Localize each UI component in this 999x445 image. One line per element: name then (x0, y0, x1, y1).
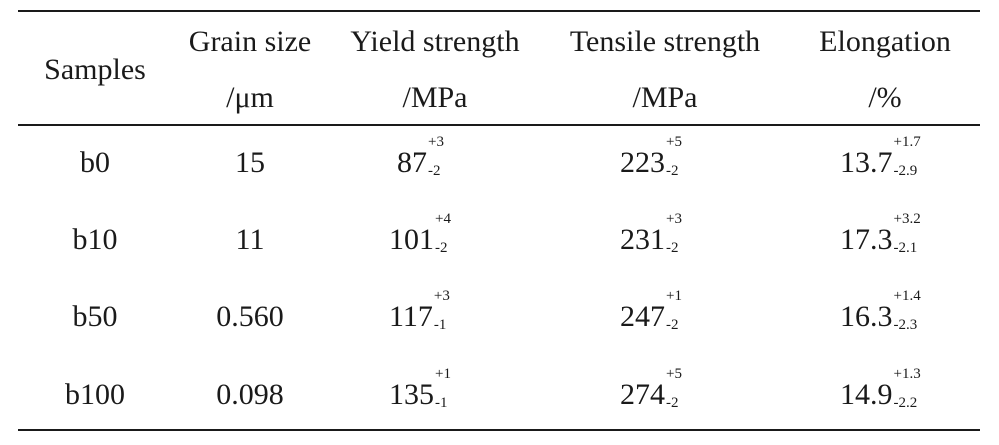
grain-size-cell: 11 (235, 223, 265, 256)
elongation-minus: -2.2 (893, 395, 918, 411)
elongation-minus: -2.3 (893, 317, 918, 333)
table-top-rule (18, 10, 980, 12)
table-bottom-rule (18, 429, 980, 431)
table-header-rule (18, 124, 980, 126)
tensile-value: 223 (620, 146, 665, 179)
elongation-plus: +3.2 (893, 211, 921, 227)
elongation-cell: 17.3 +3.2 -2.1 (840, 212, 921, 256)
grain-size-cell: 0.560 (216, 300, 284, 333)
yield-value: 101 (389, 223, 434, 256)
elongation-value: 14.9 (840, 378, 893, 411)
header-yield-strength: Yield strength (350, 25, 520, 58)
elongation-plus: +1.4 (893, 288, 921, 304)
tensile-minus: -2 (666, 395, 679, 411)
yield-strength-cell: 101 +4 -2 (389, 212, 451, 256)
header-grain-size-unit: /μm (226, 81, 274, 114)
sample-cell: b50 (72, 300, 118, 333)
elongation-minus: -2.9 (893, 163, 918, 179)
elongation-value: 16.3 (840, 300, 893, 333)
sample-cell: b10 (72, 223, 118, 256)
yield-value: 87 (397, 146, 427, 179)
tensile-minus: -2 (666, 240, 679, 256)
tensile-minus: -2 (666, 317, 679, 333)
elongation-value: 17.3 (840, 223, 893, 256)
yield-strength-cell: 87 +3 -2 (397, 135, 444, 179)
tensile-plus: +5 (666, 366, 682, 382)
tensile-value: 247 (620, 300, 665, 333)
yield-strength-cell: 135 +1 -1 (389, 367, 451, 411)
tensile-strength-cell: 223 +5 -2 (620, 135, 682, 179)
sample-cell: b100 (65, 378, 125, 411)
tensile-strength-cell: 247 +1 -2 (620, 289, 682, 333)
header-grain-size: Grain size (188, 25, 312, 58)
tensile-plus: +3 (666, 211, 682, 227)
yield-plus: +3 (428, 134, 444, 150)
tensile-plus: +1 (666, 288, 682, 304)
tensile-plus: +5 (666, 134, 682, 150)
header-tensile-strength-unit: /MPa (632, 81, 698, 114)
header-samples: Samples (44, 53, 146, 86)
header-elongation-unit: /% (868, 81, 902, 114)
header-yield-strength-unit: /MPa (402, 81, 468, 114)
yield-value: 117 (389, 300, 433, 333)
yield-minus: -2 (435, 240, 448, 256)
elongation-cell: 14.9 +1.3 -2.2 (840, 367, 921, 411)
yield-plus: +4 (435, 211, 451, 227)
yield-plus: +1 (435, 366, 451, 382)
yield-value: 135 (389, 378, 434, 411)
header-elongation: Elongation (819, 25, 951, 58)
tensile-value: 231 (620, 223, 665, 256)
header-tensile-strength: Tensile strength (569, 25, 761, 58)
grain-size-cell: 15 (235, 146, 265, 179)
elongation-minus: -2.1 (893, 240, 918, 256)
sample-cell: b0 (80, 146, 110, 179)
elongation-cell: 13.7 +1.7 -2.9 (840, 135, 921, 179)
yield-minus: -1 (433, 317, 447, 333)
yield-strength-cell: 117 +3 -1 (389, 289, 450, 333)
grain-size-cell: 0.098 (216, 378, 284, 411)
elongation-plus: +1.7 (893, 134, 921, 150)
elongation-cell: 16.3 +1.4 -2.3 (840, 289, 921, 333)
tensile-strength-cell: 231 +3 -2 (620, 212, 682, 256)
tensile-strength-cell: 274 +5 -2 (620, 367, 682, 411)
tensile-value: 274 (620, 378, 665, 411)
yield-minus: -2 (428, 163, 441, 179)
yield-minus: -1 (435, 395, 448, 411)
yield-plus: +3 (433, 288, 450, 304)
tensile-minus: -2 (666, 163, 679, 179)
elongation-plus: +1.3 (893, 366, 921, 382)
elongation-value: 13.7 (840, 146, 893, 179)
